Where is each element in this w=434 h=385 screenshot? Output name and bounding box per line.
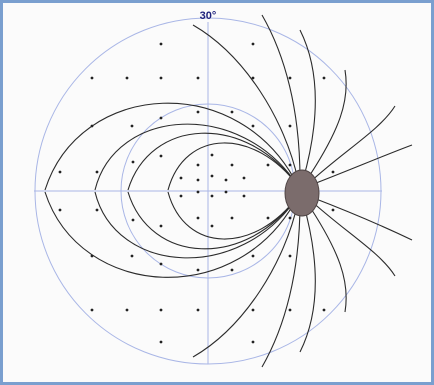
grid-dot-52 <box>251 254 255 258</box>
grid-dot-38 <box>95 208 99 212</box>
grid-dot-2 <box>251 42 255 46</box>
grid-dot-1 <box>159 42 163 46</box>
grid-dot-35 <box>224 190 228 194</box>
grid-dot-43 <box>230 216 234 220</box>
grid-dot-47 <box>90 254 94 258</box>
grid-dot-11 <box>130 124 134 128</box>
grid-dot-54 <box>90 308 94 312</box>
grid-dot-26 <box>331 170 335 174</box>
grid-dot-36 <box>242 194 246 198</box>
grid-dot-23 <box>230 163 234 167</box>
grid-dot-25 <box>288 163 292 167</box>
field-line-2 <box>94 123 299 191</box>
grid-dot-12 <box>159 116 163 120</box>
grid-dot-18 <box>95 170 99 174</box>
field-line-5 <box>44 191 299 278</box>
grid-dot-8 <box>288 76 292 80</box>
field-line-14 <box>310 144 413 186</box>
grid-dot-40 <box>159 224 163 228</box>
field-line-8 <box>167 191 299 240</box>
field-line-4 <box>167 142 299 191</box>
grid-dot-7 <box>251 76 255 80</box>
grid-dot-51 <box>230 268 234 272</box>
grid-dot-4 <box>125 76 129 80</box>
grid-dot-55 <box>125 308 129 312</box>
field-line-11 <box>299 29 316 181</box>
grid-dot-17 <box>58 170 62 174</box>
grid-dot-28 <box>196 178 200 182</box>
grid-dot-32 <box>179 194 183 198</box>
grid-dot-45 <box>288 216 292 220</box>
field-line-1 <box>44 102 299 191</box>
grid-dot-9 <box>322 76 326 80</box>
grid-dot-29 <box>210 174 214 178</box>
guide-layer <box>34 17 382 365</box>
grid-dot-61 <box>159 340 163 344</box>
source-pole <box>284 169 320 217</box>
grid-dot-41 <box>196 216 200 220</box>
grid-dot-20 <box>159 154 163 158</box>
grid-dot-27 <box>179 176 183 180</box>
field-line-10 <box>261 14 301 181</box>
grid-dots <box>58 42 335 344</box>
grid-dot-21 <box>196 163 200 167</box>
grid-dot-15 <box>251 124 255 128</box>
grid-dot-34 <box>210 194 214 198</box>
grid-dot-53 <box>288 254 292 258</box>
grid-dot-33 <box>196 190 200 194</box>
grid-dot-60 <box>322 308 326 312</box>
field-line-9 <box>192 24 299 181</box>
field-line-3 <box>127 132 299 191</box>
field-line-12 <box>305 69 347 182</box>
grid-dot-14 <box>230 110 234 114</box>
field-line-18 <box>305 200 347 313</box>
grid-dot-13 <box>196 110 200 114</box>
grid-dot-3 <box>90 76 94 80</box>
grid-dot-57 <box>196 308 200 312</box>
field-line-20 <box>310 196 413 241</box>
field-line-15 <box>192 201 299 358</box>
grid-dot-44 <box>266 216 270 220</box>
grid-dot-39 <box>131 218 135 222</box>
field-line-16 <box>261 201 301 368</box>
grid-dot-19 <box>131 160 135 164</box>
grid-dot-37 <box>58 208 62 212</box>
grid-dot-10 <box>90 124 94 128</box>
grid-dot-58 <box>251 308 255 312</box>
grid-dot-31 <box>242 176 246 180</box>
field-line-17 <box>299 201 316 353</box>
grid-dot-56 <box>159 308 163 312</box>
grid-dot-24 <box>266 163 270 167</box>
field-line-13 <box>308 105 396 184</box>
grid-dot-6 <box>196 76 200 80</box>
grid-dot-59 <box>288 308 292 312</box>
grid-dot-42 <box>210 224 214 228</box>
grid-dot-48 <box>130 254 134 258</box>
field-line-7 <box>127 191 299 250</box>
field-lines <box>44 14 413 368</box>
field-line-19 <box>308 198 396 277</box>
grid-dot-30 <box>224 178 228 182</box>
grid-dot-50 <box>196 268 200 272</box>
grid-dot-16 <box>288 124 292 128</box>
grid-dot-46 <box>331 208 335 212</box>
field-line-6 <box>94 191 299 259</box>
grid-dot-22 <box>210 153 214 157</box>
grid-dot-62 <box>251 340 255 344</box>
grid-dot-5 <box>159 76 163 80</box>
grid-dot-49 <box>159 262 163 266</box>
angle-label: 30° <box>200 10 217 22</box>
